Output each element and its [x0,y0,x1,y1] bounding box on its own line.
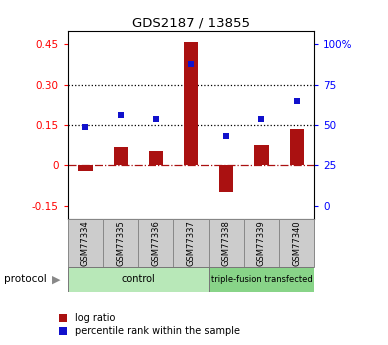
Text: GSM77338: GSM77338 [222,220,231,266]
Text: GSM77340: GSM77340 [292,220,301,266]
Bar [184,42,198,165]
Text: control: control [121,275,155,284]
FancyBboxPatch shape [279,219,314,267]
Bar [149,150,163,165]
FancyBboxPatch shape [103,219,138,267]
FancyBboxPatch shape [68,219,103,267]
Text: GSM77334: GSM77334 [81,220,90,266]
Text: GSM77335: GSM77335 [116,220,125,266]
Text: GSM77339: GSM77339 [257,220,266,266]
Text: triple-fusion transfected: triple-fusion transfected [211,275,312,284]
FancyBboxPatch shape [138,219,173,267]
Text: protocol: protocol [4,275,47,284]
Text: ▶: ▶ [52,275,61,284]
FancyBboxPatch shape [68,267,209,292]
Text: GSM77336: GSM77336 [151,220,160,266]
Bar [78,165,92,171]
FancyBboxPatch shape [244,219,279,267]
FancyBboxPatch shape [209,267,314,292]
Title: GDS2187 / 13855: GDS2187 / 13855 [132,17,250,30]
FancyBboxPatch shape [209,219,244,267]
Legend: log ratio, percentile rank within the sample: log ratio, percentile rank within the sa… [55,309,244,340]
FancyBboxPatch shape [173,219,209,267]
Bar [290,129,304,165]
Text: GSM77337: GSM77337 [187,220,196,266]
Bar [114,147,128,165]
Bar [219,165,233,192]
Bar [255,145,268,165]
